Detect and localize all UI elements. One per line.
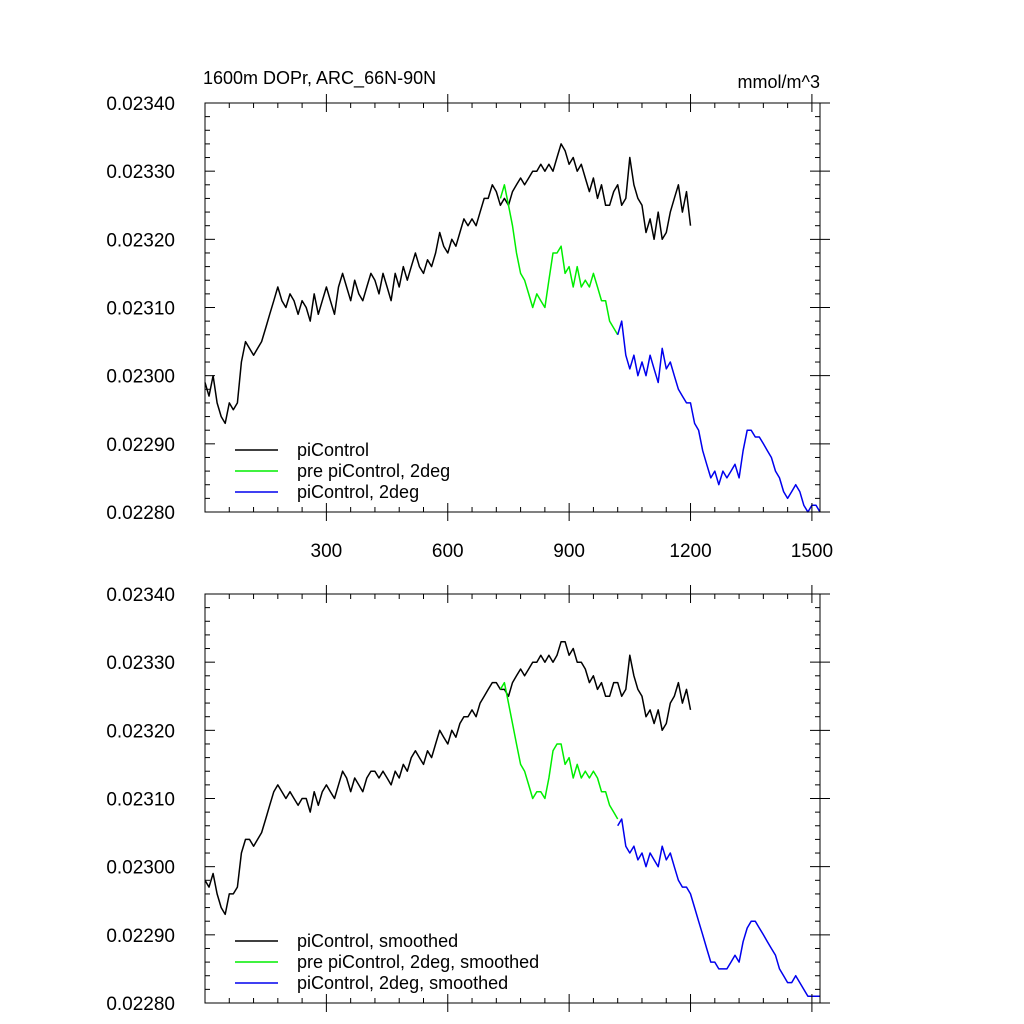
bottom-panel: 0.02280 0.02290 0.02300 0.02310 0.02320 0.023… bbox=[106, 585, 830, 1015]
y-tick-label: 0.02280 bbox=[106, 503, 175, 524]
y-tick-label: 0.02280 bbox=[106, 994, 175, 1015]
y-tick-label: 0.02300 bbox=[106, 858, 175, 879]
y-tick-label: 0.02290 bbox=[106, 435, 175, 456]
legend-label: piControl, smoothed bbox=[297, 931, 458, 951]
x-tick-label: 1500 bbox=[791, 541, 833, 562]
units-label: mmol/m^3 bbox=[738, 72, 820, 92]
y-tick-label: 0.02320 bbox=[106, 721, 175, 742]
y-tick-label: 0.02290 bbox=[106, 926, 175, 947]
legend-label: piControl, 2deg, smoothed bbox=[297, 973, 508, 993]
series-line bbox=[499, 184, 619, 336]
series-line bbox=[204, 143, 692, 425]
x-tick-label: 1200 bbox=[669, 541, 711, 562]
series-line bbox=[204, 640, 692, 916]
y-tick-label: 0.02310 bbox=[106, 790, 175, 811]
series-line bbox=[617, 818, 820, 997]
y-tick-label: 0.02330 bbox=[106, 653, 175, 674]
series-line bbox=[499, 681, 619, 820]
top-panel: 300 600 900 1200 1500 0.02280 0.02290 0.02300 0.… bbox=[106, 68, 833, 562]
y-tick-label: 0.02320 bbox=[106, 230, 175, 251]
x-tick-label: 600 bbox=[432, 541, 464, 562]
legend-label: piControl bbox=[297, 440, 369, 460]
legend-label: piControl, 2deg bbox=[297, 482, 419, 502]
y-tick-label: 0.02330 bbox=[106, 162, 175, 183]
y-tick-label: 0.02300 bbox=[106, 367, 175, 388]
x-tick-label: 900 bbox=[553, 541, 585, 562]
y-tick-label: 0.02310 bbox=[106, 299, 175, 320]
series-line bbox=[616, 320, 821, 513]
y-tick-label: 0.02340 bbox=[106, 94, 175, 115]
y-tick-label: 0.02340 bbox=[106, 585, 175, 606]
x-tick-label: 300 bbox=[311, 541, 343, 562]
legend-label: pre piControl, 2deg, smoothed bbox=[297, 952, 539, 972]
legend-label: pre piControl, 2deg bbox=[297, 461, 450, 481]
chart-title: 1600m DOPr, ARC_66N-90N bbox=[203, 68, 436, 89]
